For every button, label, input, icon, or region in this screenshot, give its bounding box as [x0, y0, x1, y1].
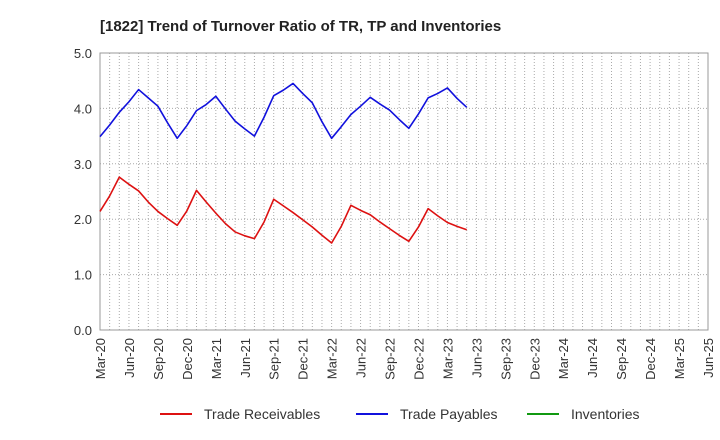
x-tick-label: Dec-22 — [411, 338, 426, 380]
series-line-trade-receivables — [99, 176, 467, 244]
chart-title: [1822] Trend of Turnover Ratio of TR, TP… — [100, 18, 501, 35]
x-tick-label: Sep-21 — [267, 338, 282, 380]
series-lines — [99, 82, 468, 244]
x-tick-label: Sep-22 — [383, 338, 398, 380]
y-tick-label: 1.0 — [74, 268, 92, 283]
x-tick-label: Mar-22 — [325, 338, 340, 379]
series-line-trade-payables — [99, 82, 468, 140]
x-tick-label: Dec-23 — [527, 338, 542, 380]
x-tick-label: Dec-21 — [296, 338, 311, 380]
legend-label: Trade Receivables — [204, 406, 320, 422]
x-tick-label: Mar-20 — [93, 338, 108, 379]
x-tick-label: Jun-21 — [238, 338, 253, 378]
x-tick-label: Dec-24 — [643, 338, 658, 380]
y-tick-label: 0.0 — [74, 323, 92, 338]
x-tick-label: Jun-23 — [469, 338, 484, 378]
x-axis-ticks: Mar-20 Jun-20 Sep-20 Dec-20 Mar-21 Jun-21 Sep-… — [93, 338, 716, 380]
x-tick-label: Sep-23 — [498, 338, 513, 380]
y-tick-label: 5.0 — [74, 46, 92, 61]
x-tick-label: Jun-25 — [701, 338, 716, 378]
x-tick-label: Sep-20 — [151, 338, 166, 380]
legend: Trade Receivables Trade Payables Inventori… — [160, 406, 639, 422]
plot-area-frame — [99, 52, 709, 331]
x-tick-label: Sep-24 — [614, 338, 629, 380]
legend-label: Inventories — [571, 406, 639, 422]
y-tick-label: 3.0 — [74, 157, 92, 172]
x-tick-label: Mar-24 — [556, 338, 571, 379]
grid-lines — [100, 53, 708, 330]
y-tick-label: 2.0 — [74, 212, 92, 227]
x-tick-label: Dec-20 — [180, 338, 195, 380]
y-axis-ticks: 0.0 1.0 2.0 3.0 4.0 5.0 — [74, 46, 92, 338]
x-tick-label: Mar-25 — [672, 338, 687, 379]
y-tick-label: 4.0 — [74, 101, 92, 116]
x-tick-label: Jun-22 — [354, 338, 369, 378]
x-tick-label: Jun-24 — [585, 338, 600, 378]
x-tick-label: Mar-21 — [209, 338, 224, 379]
x-tick-label: Jun-20 — [122, 338, 137, 378]
legend-label: Trade Payables — [400, 406, 498, 422]
x-tick-label: Mar-23 — [440, 338, 455, 379]
